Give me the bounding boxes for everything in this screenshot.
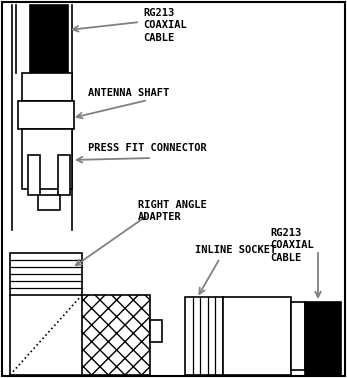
Bar: [150, 320, 162, 342]
Text: RG213
COAXIAL
CABLE: RG213 COAXIAL CABLE: [270, 228, 314, 263]
Bar: [28, 155, 40, 195]
Bar: [291, 302, 305, 370]
Bar: [185, 297, 223, 375]
Text: PRESS FIT CONNECTOR: PRESS FIT CONNECTOR: [88, 143, 207, 153]
Text: ANTENNA SHAFT: ANTENNA SHAFT: [88, 88, 169, 98]
Text: INLINE SOCKET: INLINE SOCKET: [195, 245, 276, 255]
Bar: [22, 129, 72, 189]
Bar: [18, 101, 74, 129]
Bar: [305, 302, 341, 375]
Bar: [38, 195, 60, 210]
Bar: [10, 253, 82, 295]
Text: RIGHT ANGLE
ADAPTER: RIGHT ANGLE ADAPTER: [138, 200, 207, 222]
Bar: [58, 155, 70, 195]
Bar: [82, 295, 150, 375]
Bar: [223, 297, 291, 375]
Text: RG213
COAXIAL
CABLE: RG213 COAXIAL CABLE: [143, 8, 187, 43]
Bar: [30, 5, 68, 73]
Bar: [22, 73, 72, 101]
